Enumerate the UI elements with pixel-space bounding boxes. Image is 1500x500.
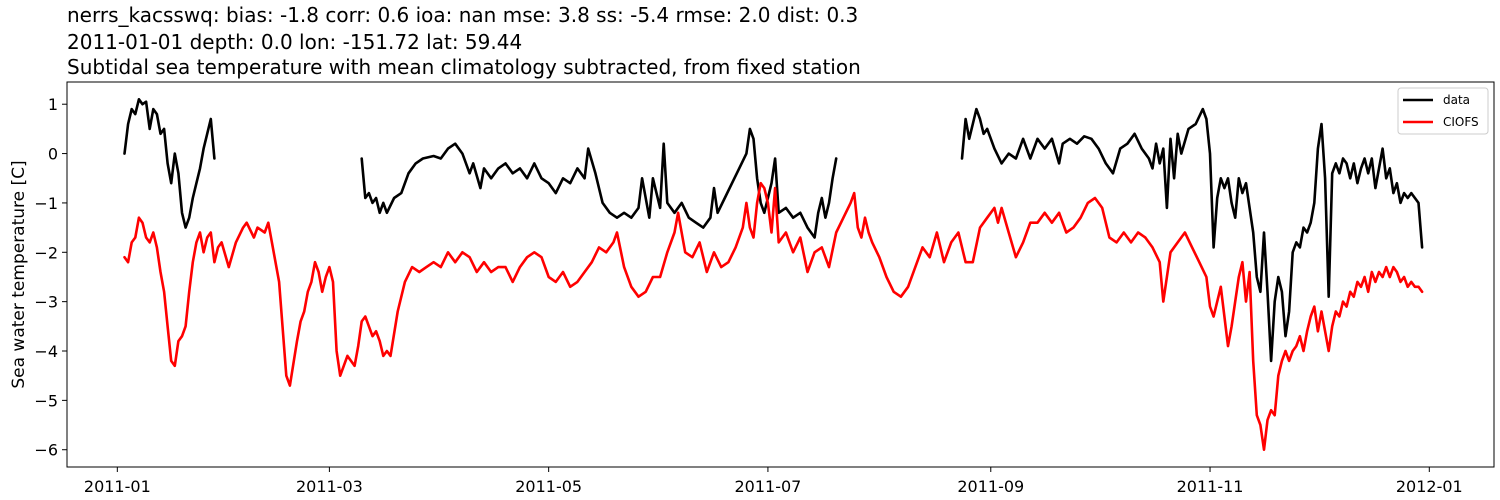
legend-label-ciofs: CIOFS bbox=[1443, 115, 1479, 129]
legend: data CIOFS bbox=[1397, 87, 1489, 135]
x-tick-label: 2011-03 bbox=[296, 477, 363, 496]
series-data-segment-3 bbox=[960, 107, 1424, 363]
plot-frame bbox=[66, 81, 1495, 468]
x-tick-label: 2011-05 bbox=[515, 477, 582, 496]
y-tick-label: −2 bbox=[34, 243, 58, 262]
y-tick-label: −3 bbox=[34, 293, 58, 312]
x-tick-label: 2011-09 bbox=[957, 477, 1024, 496]
series-layer bbox=[123, 98, 1424, 451]
y-axis-label: Sea water temperature [C] bbox=[9, 160, 29, 388]
chart-title-description: Subtidal sea temperature with mean clima… bbox=[67, 55, 861, 79]
legend-label-data: data bbox=[1443, 93, 1470, 107]
x-tick-label: 2011-07 bbox=[734, 477, 801, 496]
chart-title-stats: nerrs_kacsswq: bias: -1.8 corr: 0.6 ioa:… bbox=[67, 3, 859, 27]
y-tick-label: −4 bbox=[34, 342, 58, 361]
series-data-segment-1 bbox=[123, 98, 216, 229]
x-tick-label: 2011-01 bbox=[84, 477, 151, 496]
y-tick-label: 0 bbox=[48, 145, 58, 164]
series-ciofs-segment-1 bbox=[123, 181, 1424, 451]
axes-layer: 2011-01 2011-03 2011-05 2011-07 2011-09 2011-… bbox=[34, 95, 1462, 496]
y-tick-label: 1 bbox=[48, 95, 58, 114]
x-tick-label: 2012-01 bbox=[1396, 477, 1463, 496]
y-tick-label: −5 bbox=[34, 391, 58, 410]
series-data-segment-2 bbox=[360, 127, 838, 239]
chart-title-location: 2011-01-01 depth: 0.0 lon: -151.72 lat: … bbox=[67, 30, 523, 54]
y-tick-label: −6 bbox=[34, 441, 58, 460]
y-tick-label: −1 bbox=[34, 194, 58, 213]
x-tick-label: 2011-11 bbox=[1177, 477, 1244, 496]
